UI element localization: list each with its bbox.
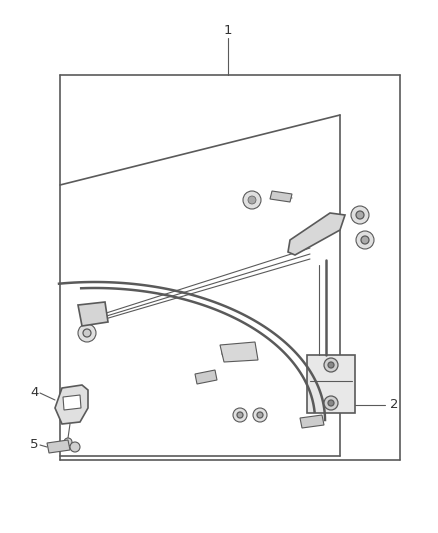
Text: 1: 1 xyxy=(224,23,232,36)
Polygon shape xyxy=(78,302,108,326)
Circle shape xyxy=(245,349,251,355)
Circle shape xyxy=(64,438,72,446)
Circle shape xyxy=(356,231,374,249)
Circle shape xyxy=(243,191,261,209)
Text: 4: 4 xyxy=(30,386,39,400)
Polygon shape xyxy=(300,415,324,428)
Circle shape xyxy=(257,412,263,418)
Circle shape xyxy=(233,408,247,422)
Polygon shape xyxy=(270,191,292,202)
Polygon shape xyxy=(63,395,81,410)
Polygon shape xyxy=(195,370,217,384)
Circle shape xyxy=(78,324,96,342)
Circle shape xyxy=(351,206,369,224)
Polygon shape xyxy=(47,440,70,453)
Circle shape xyxy=(222,347,234,359)
Polygon shape xyxy=(288,213,345,255)
Circle shape xyxy=(328,400,334,406)
Circle shape xyxy=(356,211,364,219)
Circle shape xyxy=(248,196,256,204)
Circle shape xyxy=(361,236,369,244)
Polygon shape xyxy=(220,342,258,362)
Circle shape xyxy=(253,408,267,422)
Circle shape xyxy=(83,329,91,337)
Circle shape xyxy=(328,362,334,368)
Circle shape xyxy=(226,351,230,356)
Text: 5: 5 xyxy=(30,439,39,451)
Text: 2: 2 xyxy=(390,399,399,411)
Polygon shape xyxy=(307,355,355,413)
Circle shape xyxy=(324,396,338,410)
Circle shape xyxy=(70,442,80,452)
Circle shape xyxy=(240,344,256,360)
Circle shape xyxy=(324,358,338,372)
Circle shape xyxy=(237,412,243,418)
Polygon shape xyxy=(55,385,88,424)
